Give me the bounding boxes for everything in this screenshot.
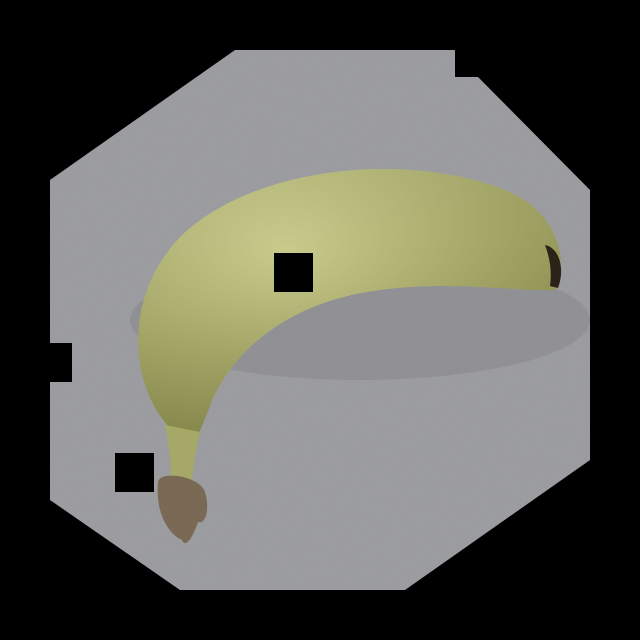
stem-end [157,475,208,544]
mask-square [115,453,154,492]
mask-square [50,343,72,382]
banana-shading [138,168,561,441]
banana-tip [545,245,562,288]
mask-square [274,253,313,292]
banana-stem [165,425,200,488]
